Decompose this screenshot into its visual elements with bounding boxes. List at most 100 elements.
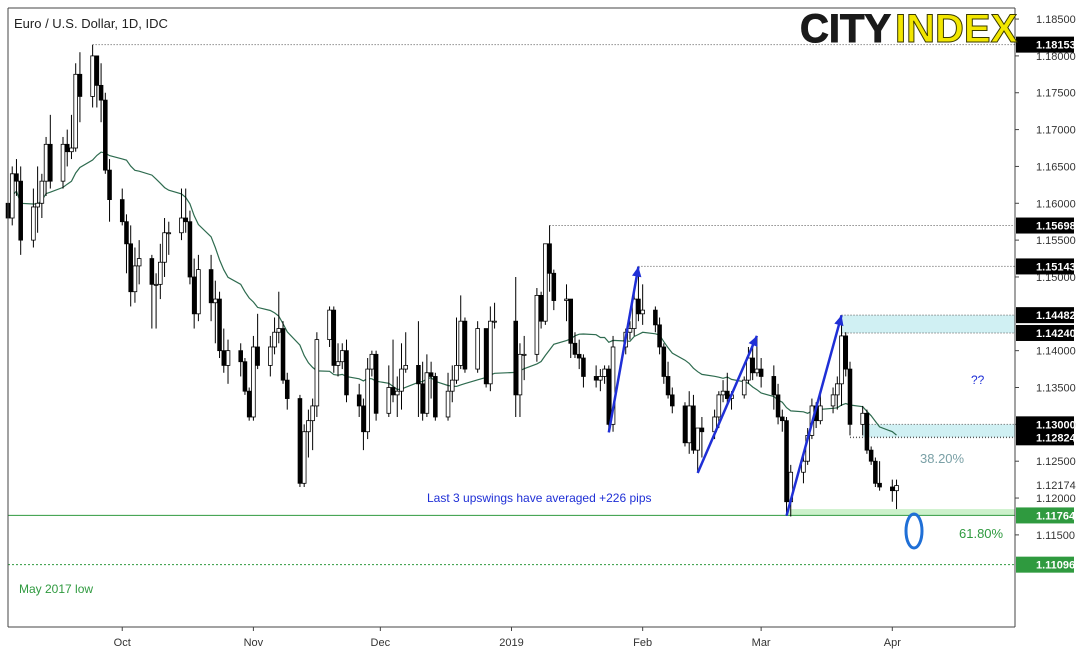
candle-body — [420, 383, 425, 414]
ma-layer — [7, 151, 897, 436]
candle-body — [403, 364, 408, 370]
candle-body — [551, 272, 557, 301]
candle-body — [280, 328, 286, 381]
candle-body — [276, 328, 282, 333]
candle-body — [517, 353, 523, 396]
candle-body — [428, 372, 434, 377]
candle-body — [890, 486, 895, 492]
candle-body — [221, 350, 227, 366]
candle-body — [213, 298, 218, 304]
price-label: 1.11096 — [1036, 560, 1075, 572]
candle-body — [454, 364, 459, 381]
candle-body — [183, 217, 188, 223]
candle-body — [132, 265, 138, 293]
candle-body — [60, 143, 66, 182]
candle-body — [818, 405, 823, 422]
candle-body — [179, 217, 184, 234]
candle-body — [187, 221, 193, 278]
candle-body — [153, 283, 159, 286]
upswing-arrow-line — [785, 314, 843, 517]
candle-body — [801, 460, 806, 473]
candle-body — [830, 394, 836, 407]
candle-body — [581, 357, 586, 377]
candle-body — [483, 328, 489, 385]
logo: CITY INDEX — [800, 7, 1019, 52]
shaded-zone — [786, 509, 1015, 516]
candle-body — [390, 387, 396, 396]
candle-body — [449, 379, 455, 392]
candle-body — [149, 258, 155, 285]
candle-body — [103, 99, 108, 171]
candle-body — [665, 376, 671, 396]
candle-body — [217, 298, 222, 352]
candle-body — [636, 298, 641, 315]
candle-body — [538, 294, 544, 322]
shaded-zone — [862, 424, 1015, 438]
candle-body — [124, 221, 129, 245]
price-label: 1.13000 — [1036, 419, 1076, 431]
y-tick-label: 1.18500 — [1036, 14, 1076, 26]
candle-body — [602, 368, 607, 377]
candle-body — [14, 173, 19, 182]
candle-body — [225, 350, 231, 366]
candle-body — [534, 294, 540, 355]
candle-body — [196, 269, 201, 315]
candle-body — [284, 379, 290, 399]
candle-body — [242, 361, 248, 392]
candle-body — [699, 427, 705, 433]
candle-body — [73, 73, 78, 149]
moving-average-line — [7, 151, 897, 436]
candle-body — [513, 320, 519, 396]
level-layer — [8, 44, 1015, 566]
upswing-arrow-head — [748, 335, 758, 347]
price-label-box — [1016, 36, 1074, 53]
upswing-arrow-head — [632, 266, 642, 278]
price-label-box — [1016, 217, 1074, 234]
y-tick-label: 1.14000 — [1036, 346, 1076, 358]
y-tick-label: 1.13500 — [1036, 383, 1076, 395]
price-label-box — [1016, 429, 1074, 446]
candle-body — [94, 55, 100, 86]
candle-body — [610, 346, 616, 425]
candle-body — [720, 390, 726, 396]
price-label-box — [1016, 307, 1074, 324]
candle-body — [462, 320, 468, 370]
price-label: 1.15698 — [1036, 221, 1076, 233]
candle-body — [835, 383, 840, 396]
fib-61-label: 61.80% — [959, 526, 1004, 541]
logo-text-city: CITY — [800, 7, 891, 51]
candle-body — [640, 309, 645, 315]
y-tick-label: 1.17000 — [1036, 125, 1076, 137]
candle-body — [695, 427, 700, 451]
candle-body — [488, 320, 493, 385]
candle-body — [686, 405, 692, 444]
candle-body — [653, 309, 658, 326]
y-tick-label: 1.16500 — [1036, 161, 1076, 173]
candle-body — [691, 405, 696, 451]
candle-body — [521, 353, 527, 356]
candle-body — [433, 376, 438, 418]
candle-body — [272, 331, 277, 348]
candle-body — [416, 364, 421, 385]
candle-body — [369, 353, 375, 370]
y-tick-label: 1.16000 — [1036, 198, 1076, 210]
candle-body — [758, 368, 764, 377]
candle-body — [35, 202, 40, 208]
candle-body — [128, 243, 133, 293]
candle-body — [475, 328, 480, 370]
candle-body — [877, 482, 882, 488]
upswings-annotation: Last 3 upswings have averaged +226 pips — [427, 491, 652, 505]
candle-body — [31, 206, 36, 241]
y-tick-label: 1.11500 — [1036, 530, 1075, 542]
candle-body — [682, 405, 688, 444]
x-tick-label: Nov — [244, 637, 264, 649]
price-label: 1.15143 — [1036, 261, 1076, 273]
y-tick-label: 1.17500 — [1036, 88, 1076, 100]
candle-body — [386, 387, 392, 414]
candle-body — [301, 431, 307, 484]
candle-body — [564, 298, 569, 301]
candle-body — [661, 346, 667, 377]
candle-body — [373, 353, 379, 414]
